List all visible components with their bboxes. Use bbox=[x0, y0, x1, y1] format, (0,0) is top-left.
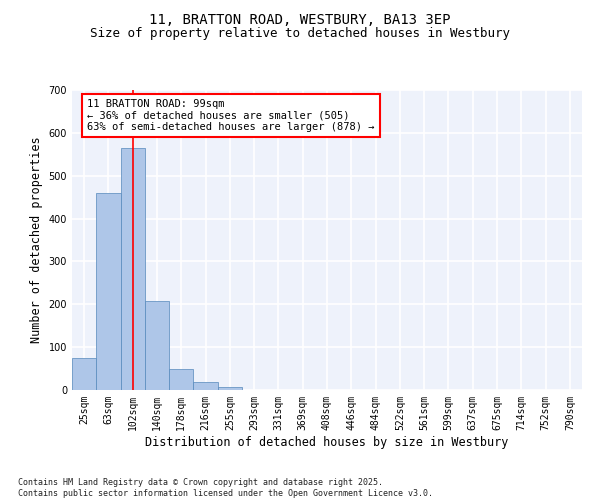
Text: Size of property relative to detached houses in Westbury: Size of property relative to detached ho… bbox=[90, 28, 510, 40]
Bar bbox=[145, 302, 169, 390]
Text: 11 BRATTON ROAD: 99sqm
← 36% of detached houses are smaller (505)
63% of semi-de: 11 BRATTON ROAD: 99sqm ← 36% of detached… bbox=[88, 99, 375, 132]
Text: Contains HM Land Registry data © Crown copyright and database right 2025.
Contai: Contains HM Land Registry data © Crown c… bbox=[18, 478, 433, 498]
Bar bbox=[169, 368, 193, 390]
Bar bbox=[72, 358, 96, 390]
Bar bbox=[218, 386, 242, 390]
Bar bbox=[96, 193, 121, 390]
Y-axis label: Number of detached properties: Number of detached properties bbox=[30, 136, 43, 344]
Bar bbox=[193, 382, 218, 390]
X-axis label: Distribution of detached houses by size in Westbury: Distribution of detached houses by size … bbox=[145, 436, 509, 448]
Bar bbox=[121, 148, 145, 390]
Text: 11, BRATTON ROAD, WESTBURY, BA13 3EP: 11, BRATTON ROAD, WESTBURY, BA13 3EP bbox=[149, 12, 451, 26]
